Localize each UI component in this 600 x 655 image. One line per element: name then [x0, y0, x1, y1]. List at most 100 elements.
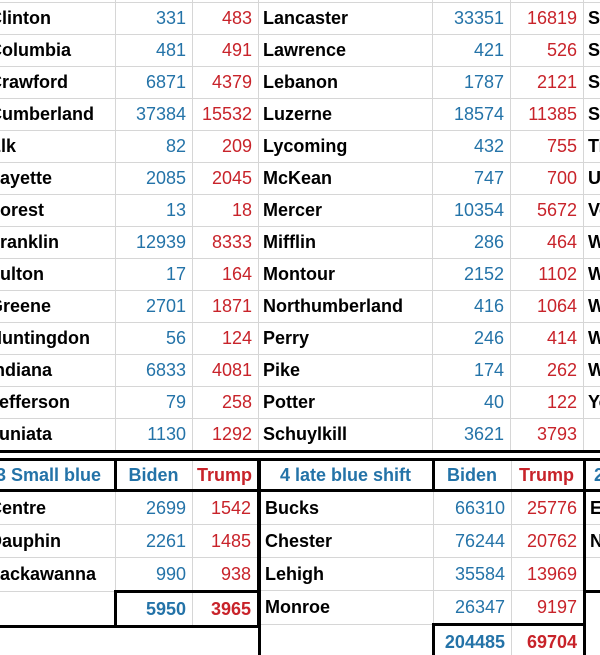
cell-county[interactable]: Mercer: [258, 194, 433, 227]
cell-county[interactable]: Erie: [583, 490, 600, 525]
total-biden[interactable]: 5950: [114, 590, 193, 628]
cell-trump-votes[interactable]: 5672: [510, 194, 584, 227]
cell-county[interactable]: Northampton: [583, 524, 600, 558]
biden-column-header[interactable]: Biden: [115, 458, 193, 492]
cell-county[interactable]: Tioga: [583, 130, 600, 163]
cell-biden-votes[interactable]: 56: [115, 322, 193, 355]
cell-county[interactable]: Mifflin: [258, 226, 433, 259]
cell-biden-votes[interactable]: 37384: [115, 98, 193, 131]
cell-county[interactable]: Northumberland: [258, 290, 433, 323]
cell-trump-votes[interactable]: 3793: [510, 418, 584, 453]
cell-biden-votes[interactable]: 747: [432, 162, 511, 195]
cell-trump-votes[interactable]: 16819: [510, 2, 584, 35]
cell-biden-votes[interactable]: 990: [115, 557, 193, 592]
cell-county[interactable]: Lawrence: [258, 34, 433, 67]
cell-biden-votes[interactable]: 18574: [432, 98, 511, 131]
cell-county[interactable]: Jefferson: [0, 386, 116, 419]
cell-county[interactable]: Montour: [258, 258, 433, 291]
cell-county[interactable]: Washington: [583, 258, 600, 291]
cell-biden-votes[interactable]: 246: [432, 322, 511, 355]
cell-trump-votes[interactable]: 25776: [511, 490, 586, 525]
cell-trump-votes[interactable]: 8333: [192, 226, 259, 259]
cell-county[interactable]: Union: [583, 162, 600, 195]
cell-biden-votes[interactable]: 416: [432, 290, 511, 323]
cell-trump-votes[interactable]: 15532: [192, 98, 259, 131]
trump-column-header[interactable]: Trump: [511, 458, 586, 492]
cell-biden-votes[interactable]: 82: [115, 130, 193, 163]
cell-trump-votes[interactable]: 938: [192, 557, 260, 592]
cell-county[interactable]: Sullivan: [583, 66, 600, 99]
trump-column-header[interactable]: Trump: [192, 458, 260, 492]
total-trump[interactable]: 3965: [192, 590, 260, 628]
cell-trump-votes[interactable]: 2121: [510, 66, 584, 99]
total-biden[interactable]: 204485: [432, 623, 512, 655]
cell-county[interactable]: Crawford: [0, 66, 116, 99]
cell-biden-votes[interactable]: 40: [432, 386, 511, 419]
cell-trump-votes[interactable]: 1485: [192, 524, 260, 558]
cell-county[interactable]: Somerset: [583, 34, 600, 67]
cell-trump-votes[interactable]: 209: [192, 130, 259, 163]
cell-biden-votes[interactable]: 66310: [433, 490, 512, 525]
cell-trump-votes[interactable]: 4379: [192, 66, 259, 99]
cell-empty[interactable]: [0, 591, 116, 628]
cell-county[interactable]: Pike: [258, 354, 433, 387]
cell-county[interactable]: Monroe: [258, 590, 434, 625]
cell-trump-votes[interactable]: 414: [510, 322, 584, 355]
cell-biden-votes[interactable]: 17: [115, 258, 193, 291]
cell-trump-votes[interactable]: 755: [510, 130, 584, 163]
cell-trump-votes[interactable]: 1064: [510, 290, 584, 323]
cell-county[interactable]: Lehigh: [258, 557, 434, 591]
cell-biden-votes[interactable]: 432: [432, 130, 511, 163]
cell-biden-votes[interactable]: 6871: [115, 66, 193, 99]
biden-column-header[interactable]: Biden: [433, 458, 512, 492]
cell-county[interactable]: Clinton: [0, 2, 116, 35]
cell-county[interactable]: Huntingdon: [0, 322, 116, 355]
cell-trump-votes[interactable]: 258: [192, 386, 259, 419]
cell-county[interactable]: Elk: [0, 130, 116, 163]
cell-empty[interactable]: [258, 624, 434, 655]
cell-county[interactable]: Lebanon: [258, 66, 433, 99]
cell-biden-votes[interactable]: 2152: [432, 258, 511, 291]
cell-biden-votes[interactable]: 1787: [432, 66, 511, 99]
cell-biden-votes[interactable]: 3621: [432, 418, 511, 453]
cell-trump-votes[interactable]: 700: [510, 162, 584, 195]
cell-county[interactable]: Schuylkill: [258, 418, 433, 453]
cell-trump-votes[interactable]: 4081: [192, 354, 259, 387]
cell-county[interactable]: Cumberland: [0, 98, 116, 131]
cell-biden-votes[interactable]: 26347: [433, 590, 512, 625]
cell-county[interactable]: Susquehanna: [583, 98, 600, 131]
cell-county[interactable]: Greene: [0, 290, 116, 323]
cell-county[interactable]: Perry: [258, 322, 433, 355]
cell-county[interactable]: Juniata: [0, 418, 116, 453]
cell-county[interactable]: Lancaster: [258, 2, 433, 35]
cell-trump-votes[interactable]: 483: [192, 2, 259, 35]
cell-trump-votes[interactable]: 124: [192, 322, 259, 355]
cell-county[interactable]: [583, 418, 600, 453]
cell-trump-votes[interactable]: 13969: [511, 557, 586, 591]
cell-trump-votes[interactable]: 9197: [511, 590, 586, 625]
cell-trump-votes[interactable]: 18: [192, 194, 259, 227]
cell-biden-votes[interactable]: 1130: [115, 418, 193, 453]
cell-trump-votes[interactable]: 20762: [511, 524, 586, 558]
cell-empty[interactable]: [583, 557, 600, 593]
cell-trump-votes[interactable]: 464: [510, 226, 584, 259]
cell-trump-votes[interactable]: 164: [192, 258, 259, 291]
cell-county[interactable]: Indiana: [0, 354, 116, 387]
cell-trump-votes[interactable]: 1542: [192, 490, 260, 525]
cell-county[interactable]: Lackawanna: [0, 557, 116, 592]
cell-county[interactable]: McKean: [258, 162, 433, 195]
cell-county[interactable]: York: [583, 386, 600, 419]
cell-county[interactable]: Potter: [258, 386, 433, 419]
cell-biden-votes[interactable]: 13: [115, 194, 193, 227]
cell-biden-votes[interactable]: 79: [115, 386, 193, 419]
cell-county[interactable]: Snyder: [583, 2, 600, 35]
cell-biden-votes[interactable]: 421: [432, 34, 511, 67]
section-title[interactable]: 3 Small blue: [0, 458, 117, 492]
cell-biden-votes[interactable]: 331: [115, 2, 193, 35]
cell-county[interactable]: Fulton: [0, 258, 116, 291]
cell-county[interactable]: Lycoming: [258, 130, 433, 163]
cell-biden-votes[interactable]: 33351: [432, 2, 511, 35]
cell-trump-votes[interactable]: 491: [192, 34, 259, 67]
cell-biden-votes[interactable]: 2085: [115, 162, 193, 195]
cell-biden-votes[interactable]: 174: [432, 354, 511, 387]
